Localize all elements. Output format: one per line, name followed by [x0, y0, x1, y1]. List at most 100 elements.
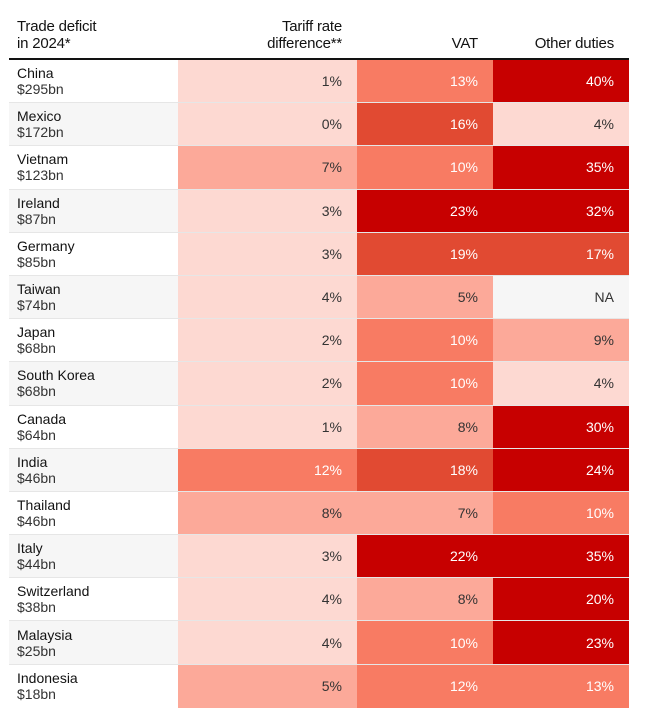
- header-line-2: difference**: [267, 35, 342, 52]
- country-label: Taiwan $74bn: [9, 275, 178, 319]
- table-row: Japan $68bn 2% 10% 9%: [9, 319, 629, 363]
- trade-deficit-value: $46bn: [17, 469, 56, 486]
- country-label: Vietnam $123bn: [9, 146, 178, 188]
- table-row: Indonesia $18bn 5% 12% 13%: [9, 664, 629, 708]
- other-cell: 40%: [493, 60, 629, 103]
- table-row: Germany $85bn 3% 19% 17%: [9, 232, 629, 276]
- trade-deficit-value: $64bn: [17, 426, 56, 443]
- country-name: Japan: [17, 324, 56, 341]
- other-cell: 4%: [493, 362, 629, 405]
- country-name: Canada: [17, 410, 67, 427]
- tariff-cell: 4%: [178, 621, 357, 664]
- other-cell: 24%: [493, 448, 629, 491]
- trade-deficit-value: $172bn: [17, 124, 64, 141]
- vat-cell: 13%: [357, 60, 493, 103]
- vat-cell: 8%: [357, 405, 493, 448]
- country-name: South Korea: [17, 367, 95, 384]
- tariff-cell: 0%: [178, 103, 357, 146]
- trade-deficit-value: $295bn: [17, 81, 64, 98]
- trade-deficit-value: $44bn: [17, 556, 56, 573]
- table-row: China $295bn 1% 13% 40%: [9, 60, 629, 104]
- other-cell: 32%: [493, 189, 629, 232]
- other-cell: 20%: [493, 578, 629, 621]
- country-name: China: [17, 65, 54, 82]
- country-name: Indonesia: [17, 670, 78, 687]
- country-label: Switzerland $38bn: [9, 578, 178, 620]
- trade-deficit-value: $38bn: [17, 599, 56, 616]
- trade-deficit-value: $18bn: [17, 686, 56, 703]
- trade-deficit-value: $46bn: [17, 512, 56, 529]
- other-cell: 10%: [493, 491, 629, 535]
- tariff-cell: 1%: [178, 405, 357, 448]
- country-label: South Korea $68bn: [9, 362, 178, 405]
- other-cell: 35%: [493, 146, 629, 189]
- vat-cell: 7%: [357, 491, 493, 535]
- table-header: Trade deficit in 2024* Tariff rate diffe…: [9, 0, 629, 60]
- country-label: Indonesia $18bn: [9, 665, 178, 708]
- country-label: Germany $85bn: [9, 233, 178, 275]
- other-cell: NA: [493, 275, 629, 319]
- table-row: South Korea $68bn 2% 10% 4%: [9, 362, 629, 406]
- country-label: Japan $68bn: [9, 319, 178, 361]
- other-cell: 13%: [493, 664, 629, 708]
- header-line-2: VAT: [451, 35, 479, 52]
- tariff-cell: 2%: [178, 319, 357, 362]
- country-name: Thailand: [17, 496, 71, 513]
- vat-cell: 16%: [357, 103, 493, 146]
- table-row: Italy $44bn 3% 22% 35%: [9, 535, 629, 579]
- country-name: Vietnam: [17, 151, 69, 168]
- other-cell: 9%: [493, 319, 629, 362]
- vat-cell: 5%: [357, 275, 493, 319]
- header-trade-deficit: Trade deficit in 2024*: [17, 18, 97, 52]
- country-label: Ireland $87bn: [9, 189, 178, 232]
- vat-cell: 10%: [357, 621, 493, 664]
- tariff-cell: 8%: [178, 491, 357, 535]
- other-cell: 4%: [493, 103, 629, 146]
- table-row: Vietnam $123bn 7% 10% 35%: [9, 146, 629, 190]
- heatmap-table: Trade deficit in 2024* Tariff rate diffe…: [9, 0, 629, 708]
- trade-deficit-value: $68bn: [17, 383, 56, 400]
- table-row: Taiwan $74bn 4% 5% NA: [9, 275, 629, 320]
- country-label: India $46bn: [9, 448, 178, 491]
- trade-deficit-value: $87bn: [17, 210, 56, 227]
- header-tariff-rate-difference: Tariff rate difference**: [267, 18, 342, 52]
- vat-cell: 12%: [357, 664, 493, 708]
- table-row: Canada $64bn 1% 8% 30%: [9, 405, 629, 449]
- tariff-cell: 12%: [178, 448, 357, 491]
- tariff-cell: 2%: [178, 362, 357, 405]
- tariff-cell: 5%: [178, 664, 357, 708]
- trade-deficit-value: $85bn: [17, 253, 56, 270]
- trade-deficit-value: $74bn: [17, 297, 56, 314]
- country-name: Germany: [17, 237, 75, 254]
- other-cell: 30%: [493, 405, 629, 448]
- table-row: Mexico $172bn 0% 16% 4%: [9, 103, 629, 147]
- vat-cell: 23%: [357, 189, 493, 232]
- tariff-cell: 3%: [178, 189, 357, 232]
- header-line-2: in 2024*: [17, 35, 71, 52]
- country-name: Switzerland: [17, 583, 90, 600]
- tariff-cell: 1%: [178, 60, 357, 103]
- table-body: China $295bn 1% 13% 40% Mexico $172bn 0% 16% 4% Vi…: [9, 60, 629, 708]
- table-row: India $46bn 12% 18% 24%: [9, 448, 629, 492]
- country-label: Thailand $46bn: [9, 492, 178, 534]
- tariff-cell: 4%: [178, 275, 357, 319]
- trade-deficit-value: $25bn: [17, 642, 56, 659]
- header-line-2: Other duties: [534, 35, 615, 52]
- country-name: Malaysia: [17, 626, 73, 643]
- vat-cell: 10%: [357, 146, 493, 189]
- country-label: Italy $44bn: [9, 535, 178, 578]
- vat-cell: 10%: [357, 319, 493, 362]
- vat-cell: 19%: [357, 232, 493, 275]
- tariff-cell: 4%: [178, 578, 357, 621]
- country-label: Malaysia $25bn: [9, 621, 178, 664]
- country-name: Ireland: [17, 194, 60, 211]
- tariff-cell: 7%: [178, 146, 357, 189]
- country-name: Mexico: [17, 108, 62, 125]
- vat-cell: 18%: [357, 448, 493, 491]
- country-label: China $295bn: [9, 60, 178, 102]
- header-other-duties: Other duties: [534, 35, 615, 52]
- header-line-1: Trade deficit: [17, 18, 97, 35]
- tariff-cell: 3%: [178, 232, 357, 275]
- other-cell: 17%: [493, 232, 629, 275]
- header-vat: VAT: [451, 35, 479, 52]
